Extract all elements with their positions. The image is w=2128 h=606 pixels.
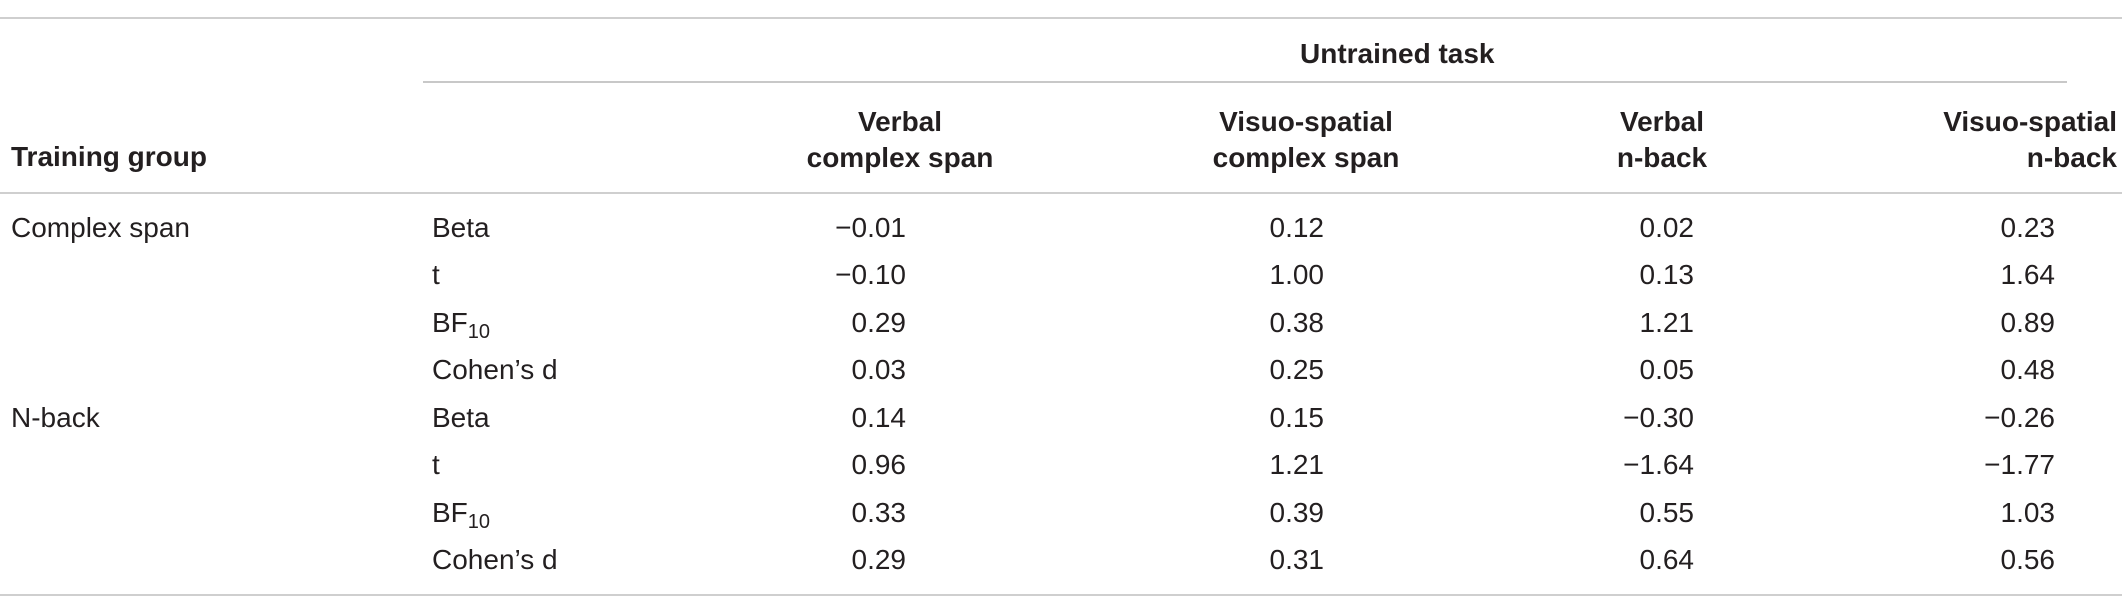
stat-label: Cohen’s d xyxy=(432,354,558,385)
value-cell: −1.64 xyxy=(1623,449,1694,480)
value-cell: 0.29 xyxy=(851,544,907,575)
value-cell: 0.31 xyxy=(1269,544,1325,575)
column-header-line2: n-back xyxy=(1616,142,1708,173)
value-cell: 0.38 xyxy=(1269,307,1325,338)
value-cell: 0.29 xyxy=(851,307,907,338)
value-cell: 1.64 xyxy=(2000,259,2056,290)
value-cell: 0.05 xyxy=(1639,354,1695,385)
table-top-rule xyxy=(0,17,2122,19)
stat-label-text: BF xyxy=(432,307,468,338)
value-cell: −0.30 xyxy=(1623,402,1694,433)
value-cell: 1.21 xyxy=(1269,449,1325,480)
column-header-line2: complex span xyxy=(1212,142,1400,173)
column-header-verbal-n-back: Verbal n-back xyxy=(1562,104,1762,176)
value-cell: 0.64 xyxy=(1639,544,1695,575)
column-header-visuospatial-n-back: Visuo-spatial n-back xyxy=(1897,104,2117,176)
value-cell: −0.10 xyxy=(835,259,906,290)
value-cell: −0.01 xyxy=(835,212,906,243)
value-cell: 0.15 xyxy=(1269,402,1325,433)
value-cell: 0.39 xyxy=(1269,497,1325,528)
stat-label: Beta xyxy=(432,212,490,243)
value-cell: 0.56 xyxy=(2000,544,2056,575)
value-cell: 0.48 xyxy=(2000,354,2056,385)
column-header-line1: Visuo-spatial xyxy=(1219,106,1393,137)
column-header-line1: Visuo-spatial xyxy=(1943,106,2117,137)
column-header-line2: n-back xyxy=(2026,142,2117,173)
value-cell: 0.89 xyxy=(2000,307,2056,338)
spanning-header-untrained-task: Untrained task xyxy=(1300,38,1495,69)
value-cell: −0.26 xyxy=(1984,402,2055,433)
spanning-header-rule xyxy=(423,81,2067,83)
stat-label-subscript: 10 xyxy=(467,321,491,343)
row-header-training-group: Training group xyxy=(11,141,207,172)
value-cell: 1.21 xyxy=(1639,307,1695,338)
stat-label-subscript: 10 xyxy=(467,511,491,533)
column-header-line1: Verbal xyxy=(857,106,943,137)
stat-label: BF10 xyxy=(432,496,491,533)
value-cell: 0.03 xyxy=(851,354,907,385)
table-bottom-rule xyxy=(0,594,2122,596)
value-cell: 0.14 xyxy=(851,402,907,433)
value-cell: 0.55 xyxy=(1639,497,1695,528)
value-cell: 0.23 xyxy=(2000,212,2056,243)
value-cell: 1.03 xyxy=(2000,497,2056,528)
column-header-verbal-complex-span: Verbal complex span xyxy=(760,104,1040,176)
group-label-complex-span: Complex span xyxy=(11,212,190,243)
column-header-line2: complex span xyxy=(806,142,994,173)
stat-label: Cohen’s d xyxy=(432,544,558,575)
header-bottom-rule xyxy=(0,192,2122,194)
stat-label: BF10 xyxy=(432,306,491,343)
value-cell: 0.33 xyxy=(851,497,907,528)
column-header-line1: Verbal xyxy=(1619,106,1705,137)
column-header-visuospatial-complex-span: Visuo-spatial complex span xyxy=(1156,104,1456,176)
value-cell: 0.12 xyxy=(1269,212,1325,243)
value-cell: 0.25 xyxy=(1269,354,1325,385)
stat-label: t xyxy=(432,259,440,290)
stat-label: Beta xyxy=(432,402,490,433)
value-cell: −1.77 xyxy=(1984,449,2055,480)
value-cell: 0.96 xyxy=(851,449,907,480)
stat-label: t xyxy=(432,449,440,480)
value-cell: 1.00 xyxy=(1269,259,1325,290)
value-cell: 0.02 xyxy=(1639,212,1695,243)
value-cell: 0.13 xyxy=(1639,259,1695,290)
group-label-n-back: N-back xyxy=(11,402,100,433)
stat-label-text: BF xyxy=(432,497,468,528)
